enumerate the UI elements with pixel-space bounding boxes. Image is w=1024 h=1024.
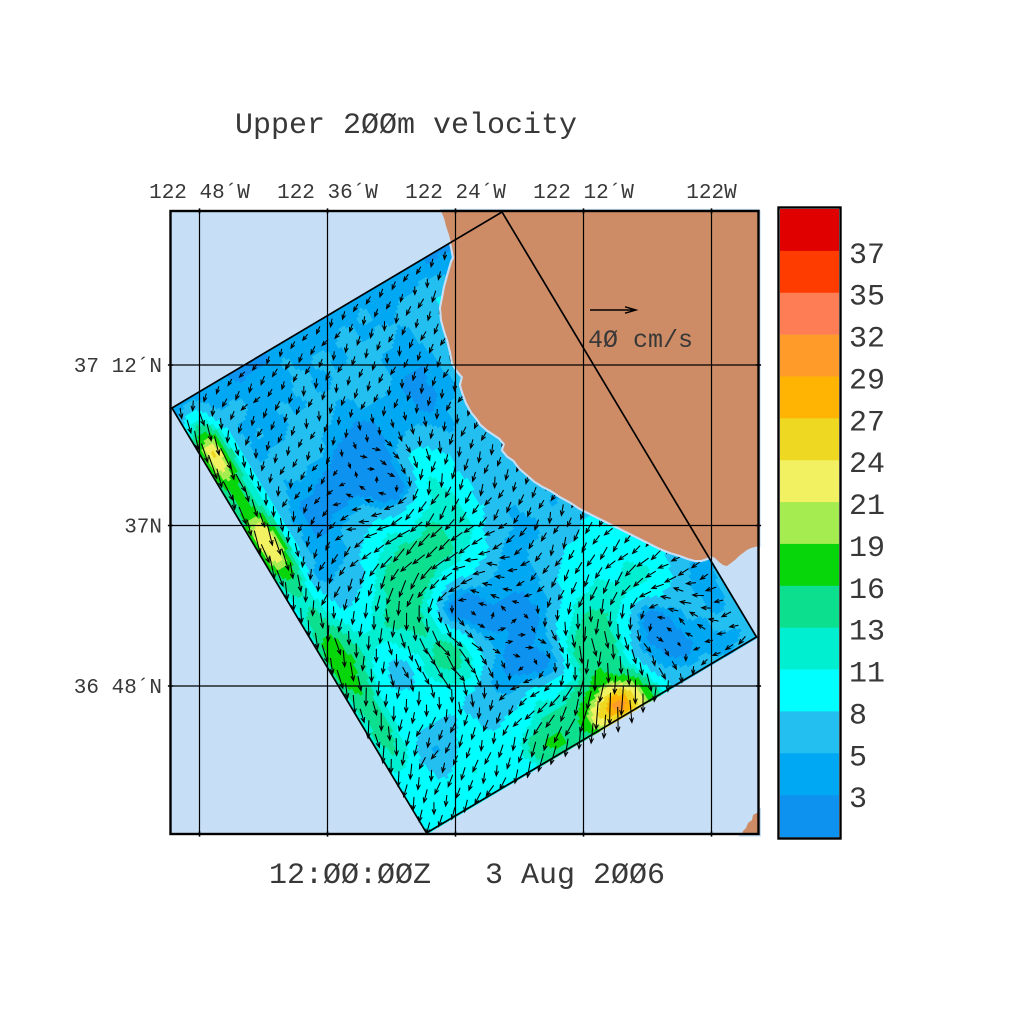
svg-text:122 24´W: 122 24´W <box>405 182 506 205</box>
svg-text:122 36´W: 122 36´W <box>277 182 378 205</box>
svg-text:21: 21 <box>849 490 885 524</box>
svg-text:35: 35 <box>849 281 885 315</box>
svg-text:13: 13 <box>849 616 885 650</box>
svg-text:27: 27 <box>849 406 885 440</box>
svg-text:24: 24 <box>849 448 885 482</box>
svg-text:32: 32 <box>849 323 885 357</box>
svg-text:37: 37 <box>849 239 885 273</box>
svg-text:8: 8 <box>849 699 867 733</box>
svg-text:16: 16 <box>849 574 885 608</box>
svg-text:11: 11 <box>849 658 885 692</box>
svg-text:29: 29 <box>849 365 885 399</box>
svg-text:37N: 37N <box>124 517 162 540</box>
svg-text:37 12´N: 37 12´N <box>74 356 162 379</box>
svg-text:12:ØØ:ØØZ 3 Aug 2ØØ6: 12:ØØ:ØØZ 3 Aug 2ØØ6 <box>269 859 665 893</box>
svg-text:36 48´N: 36 48´N <box>74 677 162 700</box>
svg-text:122W: 122W <box>686 182 737 205</box>
svg-text:4Ø cm/s: 4Ø cm/s <box>588 326 693 355</box>
svg-text:122 48´W: 122 48´W <box>149 182 250 205</box>
svg-text:122 12´W: 122 12´W <box>533 182 634 205</box>
svg-text:5: 5 <box>849 741 867 775</box>
svg-text:19: 19 <box>849 532 885 566</box>
svg-text:3: 3 <box>849 783 867 817</box>
svg-text:Upper 2ØØm velocity: Upper 2ØØm velocity <box>235 109 577 143</box>
